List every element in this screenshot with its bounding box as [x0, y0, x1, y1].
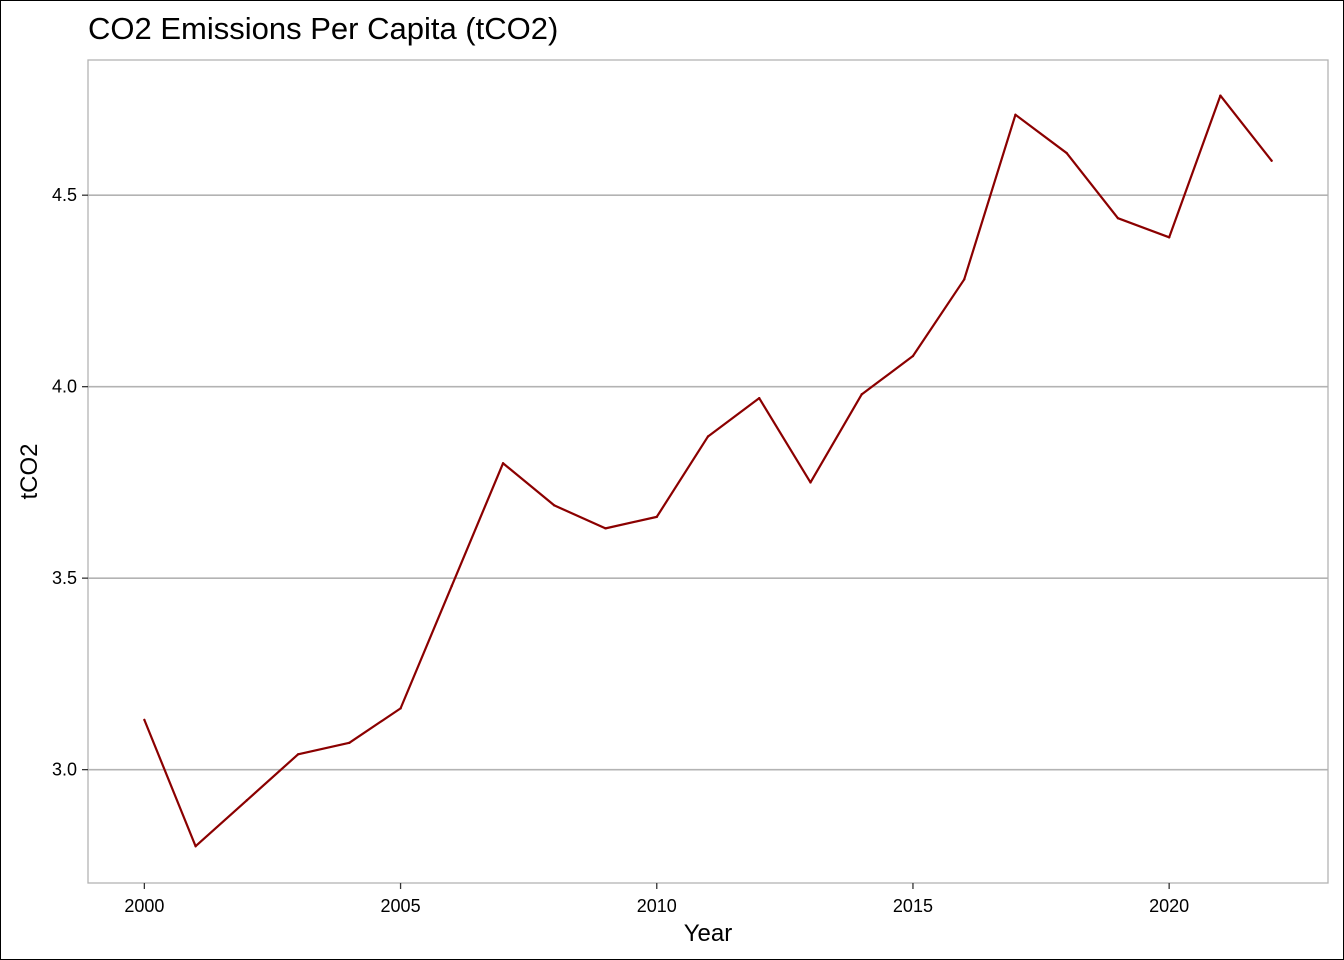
data-point-2015: [911, 354, 915, 358]
x-tick-label-2020: 2020: [1149, 896, 1189, 916]
series-segment-2000-2001: [143, 718, 197, 848]
series-segment-2003-2004: [296, 741, 351, 756]
data-point-2007: [501, 462, 505, 465]
data-point-2001: [194, 845, 197, 848]
x-tick-label-2005: 2005: [381, 896, 421, 916]
series-segment-2006-2007: [450, 462, 505, 587]
series-segment-2002-2003: [245, 753, 300, 802]
x-tick-label-2010: 2010: [637, 896, 677, 916]
data-point-2017: [1014, 113, 1017, 116]
series-segment-2017-2018: [1014, 113, 1068, 155]
gridlines: [88, 194, 1328, 771]
series-segment-2001-2002: [194, 799, 248, 848]
data-point-2004: [348, 741, 351, 744]
x-axis: 2000 2005 2010 2015 2020: [124, 883, 1189, 916]
data-point-2000: [143, 718, 146, 721]
data-point-2002: [245, 799, 248, 802]
data-point-2013: [809, 481, 812, 484]
series-segment-2018-2019: [1065, 151, 1120, 220]
series-segment-2011-2012: [706, 397, 761, 438]
series-segment-2010-2011: [655, 435, 710, 518]
series-segment-2014-2015: [860, 354, 915, 396]
data-point-2010: [655, 515, 658, 518]
y-axis: 3.0 3.5 4.0 4.5: [52, 185, 88, 780]
data-point-2012: [758, 397, 761, 400]
series-segment-2008-2009: [553, 504, 607, 530]
data-point-2014: [860, 393, 863, 396]
data-point-2008: [553, 504, 556, 507]
series-segment-2009-2010: [604, 515, 658, 530]
series-segment-2015-2016: [911, 278, 966, 358]
series-segment-2012-2013: [758, 397, 812, 484]
series-segment-2019-2020: [1116, 217, 1171, 239]
series-segment-2005-2006: [399, 584, 453, 710]
y-tick-label-4.0: 4.0: [52, 377, 77, 397]
series-segment-2016-2017: [963, 113, 1017, 281]
series-segment-2013-2014: [809, 393, 863, 484]
panel-border: [87, 59, 1329, 884]
data-point-2016: [963, 278, 966, 281]
series-segment-2004-2005: [348, 707, 402, 744]
y-tick-label-4.5: 4.5: [52, 185, 77, 205]
data-point-2003: [296, 753, 300, 756]
y-axis-title: tCO2: [16, 443, 43, 499]
data-point-2020: [1168, 236, 1171, 239]
y-tick-label-3.0: 3.0: [52, 760, 77, 780]
x-tick-label-2000: 2000: [124, 896, 164, 916]
data-point-2021: [1219, 94, 1222, 97]
series-segment-2021-2022: [1219, 94, 1273, 162]
series-segment-2020-2021: [1168, 94, 1222, 239]
data-point-2019: [1116, 217, 1120, 220]
series-segment-2007-2008: [501, 462, 556, 507]
data-point-2005: [399, 707, 402, 710]
data-point-2018: [1065, 151, 1068, 155]
data-point-2009: [604, 527, 607, 530]
chart-title: CO2 Emissions Per Capita (tCO2): [88, 11, 559, 46]
x-axis-title: Year: [684, 920, 733, 947]
data-point-2006: [450, 584, 453, 587]
series-lines: [143, 94, 1273, 848]
data-point-2011: [706, 435, 710, 438]
y-tick-label-3.5: 3.5: [52, 568, 77, 588]
x-tick-label-2015: 2015: [893, 896, 933, 916]
data-point-2022: [1270, 159, 1273, 162]
